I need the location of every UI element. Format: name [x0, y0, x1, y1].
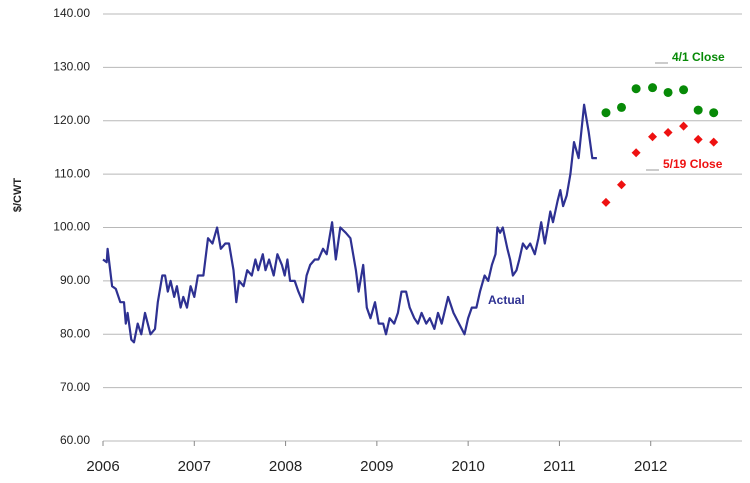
circle-marker: [709, 108, 719, 118]
series-label: 4/1 Close: [672, 50, 725, 64]
circle-marker: [617, 102, 627, 112]
circle-marker: [631, 84, 641, 94]
diamond-marker: [648, 132, 658, 142]
x-tick-label: 2010: [451, 458, 484, 475]
diamond-marker: [601, 197, 611, 207]
x-tick-label: 2008: [269, 458, 302, 475]
series-label: Actual: [488, 293, 525, 307]
y-tick-label: 70.00: [60, 380, 90, 394]
diamond-marker: [709, 137, 719, 147]
x-tick-label: 2009: [360, 458, 393, 475]
series-label: 5/19 Close: [663, 157, 723, 171]
circle-marker: [601, 108, 611, 118]
circle-marker: [663, 87, 673, 97]
diamond-marker: [679, 121, 689, 131]
line-series: [102, 103, 597, 344]
y-tick-label: 100.00: [53, 220, 90, 234]
y-tick-label: 80.00: [60, 326, 90, 340]
x-tick-label: 2011: [543, 458, 575, 475]
x-tick-label: 2007: [178, 458, 211, 475]
diamond-marker: [617, 180, 627, 190]
diamond-marker: [693, 134, 703, 144]
x-tick-label: 2006: [86, 458, 119, 475]
x-tick-label: 2012: [634, 458, 667, 475]
circle-marker: [648, 83, 658, 93]
y-tick-label: 130.00: [53, 60, 90, 74]
y-tick-label: 140.00: [53, 6, 90, 20]
y-tick-label: 60.00: [60, 433, 90, 447]
y-tick-label: 90.00: [60, 273, 90, 287]
diamond-marker: [663, 127, 673, 137]
diamond-marker: [631, 148, 641, 158]
y-tick-label: 120.00: [53, 113, 90, 127]
circle-marker: [679, 85, 689, 95]
y-axis-label: $/CWT: [12, 178, 24, 213]
y-tick-label: 110.00: [54, 166, 90, 180]
circle-marker: [693, 105, 703, 115]
